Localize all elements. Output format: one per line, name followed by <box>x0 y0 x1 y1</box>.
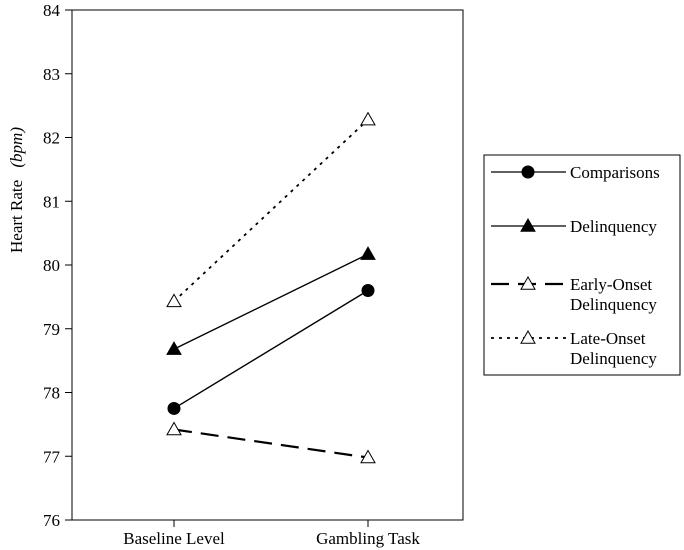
series-delinquency <box>166 246 376 355</box>
data-point <box>167 401 181 415</box>
y-tick-label: 79 <box>43 320 60 339</box>
data-point <box>360 111 376 126</box>
series-line <box>173 428 369 459</box>
series-comparisons <box>167 284 375 415</box>
legend-marker <box>520 329 536 344</box>
y-axis-title-unit: (bpm) <box>7 127 26 168</box>
legend-item: Delinquency <box>491 217 657 236</box>
data-point <box>166 293 182 308</box>
data-point <box>361 284 375 297</box>
series-late-onset-delinquency <box>166 111 376 308</box>
legend-label: Comparisons <box>570 163 660 182</box>
data-point <box>360 246 376 260</box>
y-tick-label: 78 <box>43 384 60 403</box>
legend-label: Early-Onset <box>570 275 652 294</box>
legend-label: Delinquency <box>570 217 657 236</box>
series-line <box>173 289 369 410</box>
legend-marker <box>521 165 535 179</box>
legend-label: Late-Onset <box>570 329 646 348</box>
series-early-onset-delinquency <box>166 421 376 464</box>
legend-label: Delinquency <box>570 295 657 314</box>
y-axis: 76 77 78 79 80 81 82 83 84 <box>43 1 72 530</box>
y-tick-label: 84 <box>43 1 61 20</box>
y-tick-label: 82 <box>43 129 60 148</box>
y-axis-title-text: Heart Rate <box>7 180 26 253</box>
legend: ComparisonsDelinquencyEarly-OnsetDelinqu… <box>483 154 681 376</box>
legend-marker <box>520 275 536 290</box>
y-axis-title: Heart Rate (bpm) <box>7 127 26 253</box>
series-line <box>173 118 369 302</box>
data-point <box>166 341 182 355</box>
legend-marker <box>520 217 536 232</box>
legend-label: Delinquency <box>570 349 657 368</box>
data-point <box>360 449 376 464</box>
y-tick-label: 81 <box>43 192 60 211</box>
legend-item: Comparisons <box>491 163 660 182</box>
y-tick-label: 76 <box>43 511 60 530</box>
data-point <box>166 421 182 436</box>
series-layer <box>166 111 376 464</box>
y-tick-label: 83 <box>43 65 60 84</box>
x-tick-label: Gambling Task <box>316 529 420 548</box>
x-tick-label: Baseline Level <box>123 529 225 548</box>
series-line <box>173 253 369 350</box>
y-tick-label: 77 <box>43 447 61 466</box>
y-tick-label: 80 <box>43 256 60 275</box>
x-axis: Baseline Level Gambling Task <box>123 520 420 548</box>
